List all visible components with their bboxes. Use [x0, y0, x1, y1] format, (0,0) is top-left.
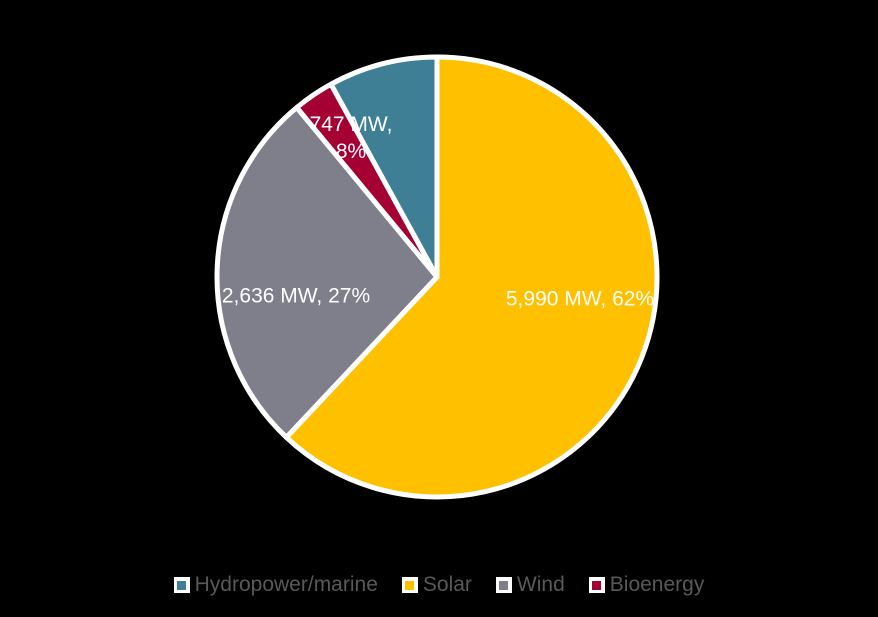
pie-slice-hydropower-marine[interactable] — [328, 54, 440, 280]
legend-item-wind[interactable]: Wind — [495, 573, 565, 596]
legend-item-bioenergy[interactable]: Bioenergy — [588, 573, 705, 596]
legend-item-solar[interactable]: Solar — [401, 573, 472, 596]
legend-label-hydropower-marine: Hydropower/marine — [194, 573, 378, 596]
pie-slice-wind[interactable] — [214, 104, 440, 440]
chart-legend: Hydropower/marine Solar Wind Bioenergy — [0, 568, 878, 602]
legend-label-solar: Solar — [422, 573, 472, 596]
legend-swatch-hydropower-marine-icon — [173, 577, 190, 593]
pie-slice-label-hydropower-marine: 747 MW, 8% — [310, 113, 393, 163]
legend-swatch-wind-icon — [495, 577, 512, 593]
legend-swatch-bioenergy-icon — [588, 577, 605, 593]
pie-slice-label-solar: 5,990 MW, 62% — [506, 288, 654, 311]
pie-slice-group — [214, 54, 660, 500]
legend-label-bioenergy: Bioenergy — [609, 573, 705, 596]
legend-item-hydropower-marine[interactable]: Hydropower/marine — [173, 573, 378, 596]
pie-slice-label-wind: 2,636 MW, 27% — [222, 285, 370, 308]
pie-slice-solar[interactable] — [283, 54, 660, 500]
pie-label-group: 5,990 MW, 62% 2,636 MW, 27% 747 MW, 8% — [222, 113, 654, 311]
legend-label-wind: Wind — [516, 573, 565, 596]
legend-swatch-solar-icon — [401, 577, 418, 593]
